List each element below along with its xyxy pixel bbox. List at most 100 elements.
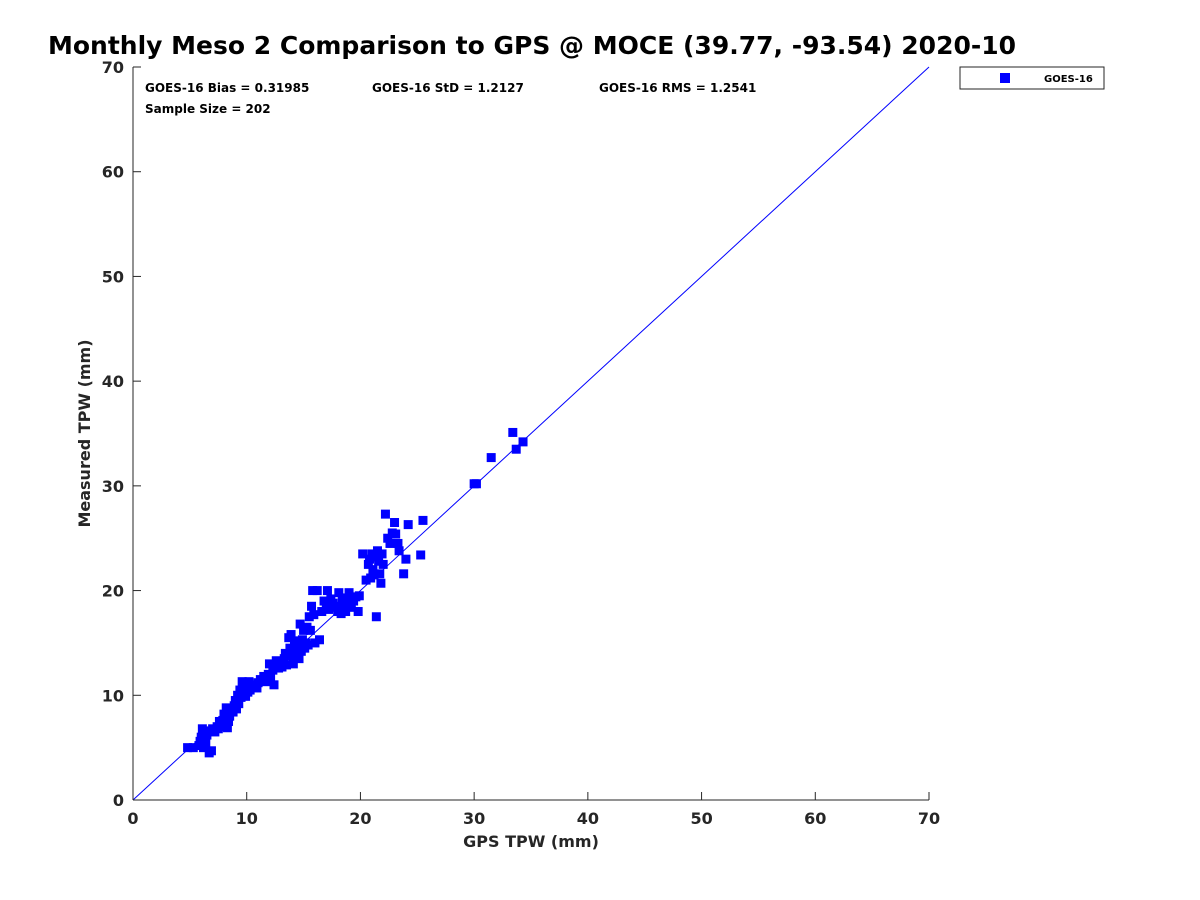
- x-tick-label: 40: [577, 809, 599, 828]
- data-point: [201, 737, 211, 747]
- x-ticks: 0 10 20 30 40 50 60 70: [127, 792, 940, 828]
- x-tick-label: 10: [236, 809, 258, 828]
- data-point: [371, 612, 381, 622]
- x-tick-label: 50: [690, 809, 712, 828]
- data-point: [334, 588, 344, 598]
- data-point: [518, 437, 528, 447]
- data-point: [353, 607, 363, 617]
- data-point: [363, 559, 373, 569]
- data-point: [361, 575, 371, 585]
- data-point: [399, 569, 409, 579]
- data-point: [219, 709, 229, 719]
- axes-layer: [132, 67, 929, 801]
- stat-std: GOES-16 StD = 1.2127: [372, 81, 524, 95]
- data-point: [244, 677, 254, 687]
- legend-box: [959, 66, 1105, 90]
- data-point: [324, 604, 334, 614]
- data-point: [271, 656, 281, 666]
- data-point: [277, 662, 287, 672]
- data-point: [282, 660, 292, 670]
- data-point: [188, 743, 198, 753]
- data-point: [196, 732, 206, 742]
- data-point: [310, 638, 320, 648]
- x-tick-label: 20: [349, 809, 371, 828]
- data-point: [354, 591, 364, 601]
- data-point: [314, 635, 324, 645]
- data-point: [199, 743, 209, 753]
- stat-bias: GOES-16 Bias = 0.31985: [145, 81, 309, 95]
- data-point: [341, 607, 351, 617]
- legend: GOES-16: [959, 66, 1105, 90]
- data-point: [322, 586, 332, 596]
- y-tick-label: 0: [113, 791, 124, 810]
- data-point: [321, 599, 331, 609]
- data-point: [308, 586, 318, 596]
- data-point: [471, 479, 481, 489]
- data-point: [369, 570, 379, 580]
- data-point: [312, 586, 322, 596]
- data-point: [344, 588, 354, 598]
- data-point: [383, 533, 393, 543]
- data-point: [286, 630, 296, 640]
- data-point: [368, 565, 378, 575]
- data-point: [266, 672, 276, 682]
- stat-sample-size: Sample Size = 202: [145, 102, 271, 116]
- data-points-layer: [183, 427, 528, 758]
- data-point: [183, 743, 193, 753]
- data-point: [391, 529, 401, 539]
- y-axis-label: Measured TPW (mm): [75, 339, 94, 527]
- data-point: [259, 671, 269, 681]
- data-point: [288, 659, 298, 669]
- data-point: [317, 607, 327, 617]
- data-point: [304, 612, 314, 622]
- y-tick-label: 30: [102, 477, 124, 496]
- data-point: [390, 518, 400, 528]
- data-point: [222, 723, 232, 733]
- data-point: [309, 610, 319, 620]
- legend-label: GOES-16: [1044, 74, 1093, 85]
- data-point: [403, 520, 413, 530]
- data-point: [385, 538, 395, 548]
- data-point: [303, 640, 313, 650]
- data-point: [224, 716, 234, 726]
- data-point: [393, 538, 403, 548]
- data-point: [365, 554, 375, 564]
- data-point: [416, 550, 426, 560]
- data-point: [234, 699, 244, 709]
- x-tick-label: 0: [127, 809, 138, 828]
- y-tick-label: 60: [102, 163, 124, 182]
- data-point: [237, 677, 247, 687]
- data-point: [218, 715, 228, 725]
- data-point: [269, 680, 279, 690]
- data-point: [294, 654, 304, 664]
- data-point: [377, 549, 387, 559]
- data-point: [293, 638, 303, 648]
- x-tick-label: 60: [804, 809, 826, 828]
- data-point: [418, 515, 428, 525]
- stat-rms: GOES-16 RMS = 1.2541: [599, 81, 756, 95]
- data-point: [401, 554, 411, 564]
- data-point: [221, 703, 231, 713]
- data-point: [358, 549, 368, 559]
- data-point: [305, 625, 315, 635]
- data-point: [197, 724, 207, 734]
- data-point: [283, 650, 293, 660]
- y-tick-label: 40: [102, 372, 124, 391]
- data-point: [378, 559, 388, 569]
- data-point: [206, 746, 216, 756]
- data-point: [511, 444, 521, 454]
- data-point: [508, 427, 518, 437]
- data-point: [374, 556, 384, 566]
- data-point: [375, 569, 385, 579]
- data-point: [376, 578, 386, 588]
- data-point: [261, 677, 271, 687]
- data-point: [486, 453, 496, 463]
- x-tick-label: 70: [918, 809, 940, 828]
- data-point: [231, 704, 241, 714]
- x-tick-label: 30: [463, 809, 485, 828]
- data-point: [372, 546, 382, 556]
- y-ticks: 0 10 20 30 40 50 60 70: [102, 58, 141, 810]
- data-point: [252, 683, 262, 693]
- data-point: [307, 601, 317, 611]
